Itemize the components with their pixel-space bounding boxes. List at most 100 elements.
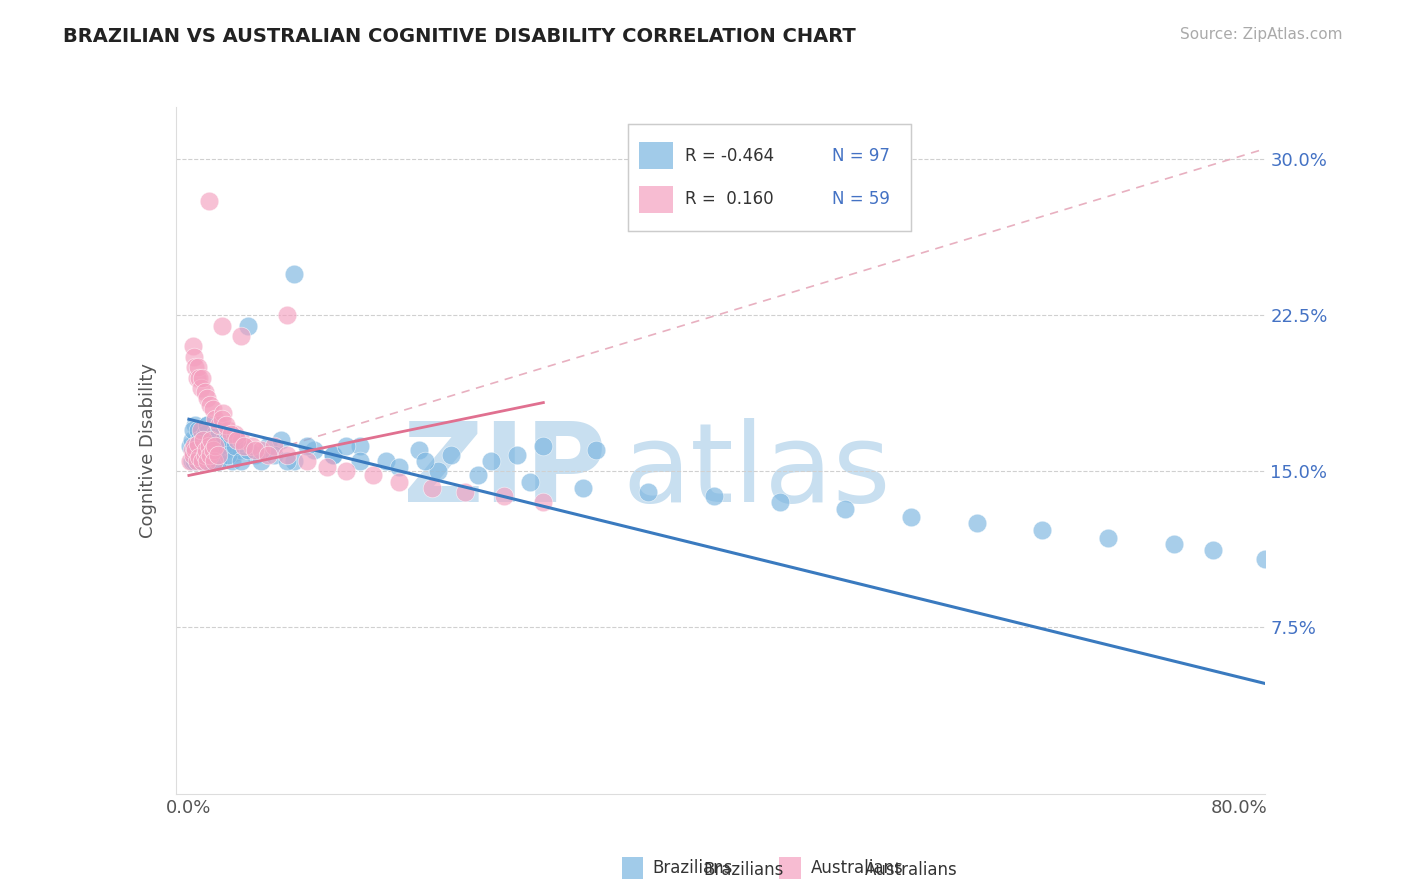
Point — [571, 481, 593, 495]
Point — [207, 448, 229, 462]
Point — [204, 433, 226, 447]
Point — [197, 448, 219, 462]
Point — [188, 370, 211, 384]
Point — [202, 454, 225, 468]
Point — [217, 426, 239, 441]
Point — [703, 489, 725, 503]
Point — [637, 485, 659, 500]
Point — [226, 433, 249, 447]
Point — [322, 448, 344, 462]
Point — [966, 516, 988, 531]
Point — [240, 439, 263, 453]
Point — [183, 439, 205, 453]
Point — [900, 510, 922, 524]
Point — [479, 454, 502, 468]
Point — [188, 433, 211, 447]
Point — [183, 454, 205, 468]
Point — [212, 406, 235, 420]
Point — [231, 433, 253, 447]
Point — [531, 495, 554, 509]
Point — [187, 360, 209, 375]
Point — [194, 448, 217, 462]
Text: ZIP: ZIP — [402, 417, 606, 524]
Point — [194, 443, 217, 458]
Point — [197, 454, 219, 468]
Point — [181, 443, 204, 458]
Text: Australians: Australians — [810, 859, 903, 877]
Bar — [621, 857, 644, 879]
Point — [283, 267, 305, 281]
Point — [183, 350, 205, 364]
Point — [197, 439, 219, 453]
Point — [198, 443, 221, 458]
Point — [214, 418, 236, 433]
Point — [1163, 537, 1185, 551]
Point — [214, 433, 236, 447]
Point — [202, 443, 225, 458]
Point — [193, 454, 215, 468]
Point — [190, 443, 212, 458]
Point — [207, 454, 229, 468]
Point — [180, 454, 202, 468]
Point — [413, 454, 436, 468]
Point — [388, 460, 411, 475]
Point — [184, 433, 207, 447]
Point — [198, 448, 221, 462]
Point — [198, 439, 221, 453]
Point — [1254, 551, 1277, 566]
Text: Source: ZipAtlas.com: Source: ZipAtlas.com — [1180, 27, 1343, 42]
Point — [190, 423, 212, 437]
Point — [194, 439, 217, 453]
Point — [467, 468, 489, 483]
Point — [349, 439, 371, 453]
Point — [209, 439, 232, 453]
Point — [180, 433, 202, 447]
Point — [191, 454, 214, 468]
Text: Brazilians: Brazilians — [703, 861, 783, 879]
Point — [217, 448, 239, 462]
Point — [1202, 543, 1225, 558]
Point — [207, 418, 229, 433]
Point — [200, 454, 222, 468]
Point — [250, 454, 273, 468]
Point — [231, 443, 253, 458]
Point — [219, 426, 242, 441]
Point — [204, 426, 226, 441]
Point — [263, 448, 285, 462]
Point — [224, 426, 246, 441]
Point — [256, 439, 278, 453]
Point — [194, 448, 217, 462]
Point — [204, 412, 226, 426]
Point — [191, 370, 214, 384]
Point — [191, 443, 214, 458]
Point — [506, 448, 529, 462]
Point — [276, 308, 298, 322]
Text: Australians: Australians — [865, 861, 957, 879]
Point — [200, 437, 222, 451]
Point — [361, 468, 384, 483]
Point — [188, 450, 211, 464]
Point — [226, 433, 249, 447]
Point — [388, 475, 411, 489]
Point — [585, 443, 607, 458]
Point — [834, 501, 856, 516]
Point — [179, 454, 201, 468]
Point — [243, 443, 266, 458]
Text: BRAZILIAN VS AUSTRALIAN COGNITIVE DISABILITY CORRELATION CHART: BRAZILIAN VS AUSTRALIAN COGNITIVE DISABI… — [63, 27, 856, 45]
Point — [769, 495, 792, 509]
Point — [1031, 523, 1053, 537]
Text: Brazilians: Brazilians — [652, 859, 733, 877]
Point — [420, 481, 443, 495]
Point — [201, 401, 224, 416]
Point — [224, 439, 246, 453]
Point — [201, 443, 224, 458]
Point — [191, 426, 214, 441]
Point — [276, 454, 298, 468]
Point — [181, 448, 204, 462]
Y-axis label: Cognitive Disability: Cognitive Disability — [139, 363, 157, 538]
Point — [187, 448, 209, 462]
Point — [204, 439, 226, 453]
Point — [194, 385, 217, 400]
Point — [315, 460, 337, 475]
Point — [195, 392, 218, 406]
